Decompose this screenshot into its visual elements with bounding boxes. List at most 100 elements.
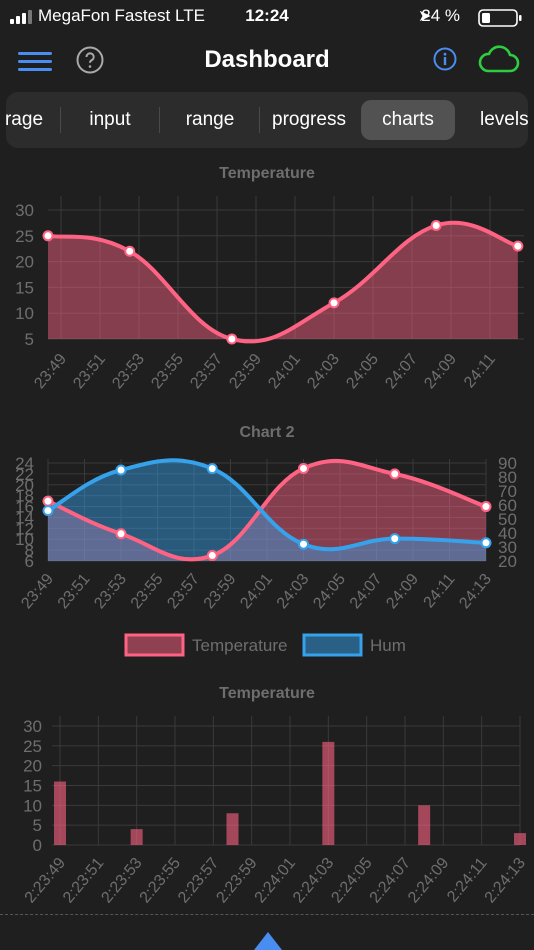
- location-arrow-icon: ➤: [418, 8, 432, 25]
- y-tick-label: 15: [23, 777, 42, 796]
- chart-title: Chart 2: [239, 424, 294, 441]
- status-bar: MegaFon Fastest LTE 12:24 ➤ 24 %: [0, 0, 534, 34]
- y-right-tick-label: 30: [498, 538, 517, 557]
- tab-progress[interactable]: progress: [272, 109, 346, 130]
- x-tick-label: 24:09: [421, 351, 460, 393]
- info-icon[interactable]: [433, 47, 457, 71]
- tab-charts[interactable]: charts: [361, 100, 455, 140]
- x-tick-label: 2:24:03: [290, 855, 337, 907]
- legend-swatch-humidity: [302, 633, 363, 657]
- temperature-data-point: [42, 495, 54, 507]
- x-tick-label: 24:07: [347, 571, 386, 613]
- y-right-tick-label: 50: [498, 510, 517, 529]
- y-tick-label: 10: [15, 304, 34, 323]
- y-left-tick-label: 16: [15, 498, 34, 517]
- humidity-data-point: [206, 463, 218, 475]
- x-tick-label: 23:55: [148, 351, 187, 393]
- y-tick-label: 15: [15, 278, 34, 297]
- legend-label-temperature: Temperature: [192, 636, 287, 655]
- y-tick-label: 20: [15, 253, 34, 272]
- x-tick-label: 24:05: [343, 351, 382, 393]
- data-point: [328, 297, 340, 309]
- x-tick-label: 24:11: [461, 351, 499, 392]
- y-left-tick-label: 10: [15, 530, 34, 549]
- dual-axis-line-chart: Chart 2242220181614121086908070605040302…: [15, 424, 517, 657]
- temperature-series-area: [48, 460, 486, 561]
- x-tick-label: 24:13: [456, 571, 495, 613]
- tab-divider: [159, 107, 160, 133]
- x-tick-label: 2:24:05: [328, 855, 375, 907]
- up-arrow-icon[interactable]: [252, 930, 284, 950]
- tab-range[interactable]: range: [185, 109, 235, 130]
- bottom-divider: [0, 914, 534, 915]
- tab-levels[interactable]: levels: [480, 109, 528, 130]
- humidity-series-area: [48, 460, 486, 561]
- signal-icon: [10, 10, 34, 24]
- y-tick-label: 5: [33, 816, 42, 835]
- x-tick-label: 2:23:59: [213, 855, 260, 907]
- y-left-tick-label: 12: [15, 519, 34, 538]
- x-tick-label: 2:24:09: [405, 855, 452, 907]
- bar: [322, 741, 335, 845]
- tab-divider: [60, 107, 61, 133]
- x-tick-label: 24:11: [421, 571, 459, 612]
- x-tick-label: 23:49: [31, 351, 70, 393]
- app-header: Dashboard: [0, 34, 534, 88]
- x-tick-label: 24:03: [274, 571, 313, 613]
- x-tick-label: 24:05: [310, 571, 349, 613]
- x-tick-label: 23:57: [187, 351, 226, 393]
- bar: [514, 833, 526, 845]
- x-tick-label: 2:23:51: [60, 855, 107, 907]
- data-point: [226, 333, 238, 345]
- y-right-tick-label: 80: [498, 468, 517, 487]
- tab-bar: rage input range progress charts levels: [6, 92, 528, 148]
- x-tick-label: 23:51: [55, 571, 94, 613]
- battery-icon: [478, 9, 522, 27]
- x-tick-label: 2:23:57: [175, 855, 222, 907]
- chart-title: Temperature: [219, 685, 315, 702]
- x-tick-label: 2:23:55: [137, 855, 184, 907]
- y-tick-label: 20: [23, 757, 42, 776]
- y-tick-label: 30: [15, 201, 34, 220]
- x-tick-label: 24:03: [304, 351, 343, 393]
- x-tick-label: 23:49: [18, 571, 57, 613]
- x-tick-label: 23:51: [70, 351, 109, 393]
- data-point: [124, 245, 136, 257]
- cloud-icon[interactable]: [476, 43, 520, 75]
- y-tick-label: 25: [23, 737, 42, 756]
- y-right-tick-label: 40: [498, 524, 517, 543]
- y-left-tick-label: 24: [15, 454, 34, 473]
- hamburger-menu-icon[interactable]: [18, 50, 52, 74]
- x-tick-label: 24:01: [237, 571, 276, 613]
- x-tick-label: 2:24:13: [482, 855, 529, 907]
- y-right-tick-label: 60: [498, 496, 517, 515]
- temperature-data-point: [298, 462, 309, 474]
- bar: [418, 805, 431, 845]
- data-point: [430, 219, 442, 231]
- temperature-data-point: [480, 501, 492, 513]
- help-icon[interactable]: [76, 46, 104, 74]
- bar: [54, 781, 66, 845]
- tab-storage[interactable]: rage: [6, 109, 44, 130]
- humidity-data-point: [298, 538, 309, 550]
- y-left-tick-label: 20: [15, 476, 34, 495]
- y-right-tick-label: 20: [498, 552, 517, 571]
- tab-input[interactable]: input: [89, 109, 131, 130]
- tab-divider: [259, 107, 260, 133]
- y-left-tick-label: 22: [15, 465, 34, 484]
- carrier-label: MegaFon Fastest LTE: [38, 6, 205, 25]
- y-right-tick-label: 70: [498, 482, 517, 501]
- x-tick-label: 23:53: [109, 351, 148, 393]
- x-tick-label: 2:24:07: [367, 855, 414, 907]
- y-left-tick-label: 8: [25, 541, 34, 560]
- x-tick-label: 23:53: [91, 571, 130, 613]
- y-right-tick-label: 90: [498, 454, 517, 473]
- x-tick-label: 2:23:49: [22, 855, 69, 907]
- temperature-bar-chart: Temperature3025201510502:23:492:23:512:2…: [22, 685, 529, 907]
- x-tick-label: 2:23:53: [98, 855, 145, 907]
- chart-title: Temperature: [219, 165, 315, 182]
- temperature-data-point: [115, 528, 127, 540]
- x-tick-label: 24:01: [265, 351, 304, 393]
- clock: 12:24: [245, 6, 289, 25]
